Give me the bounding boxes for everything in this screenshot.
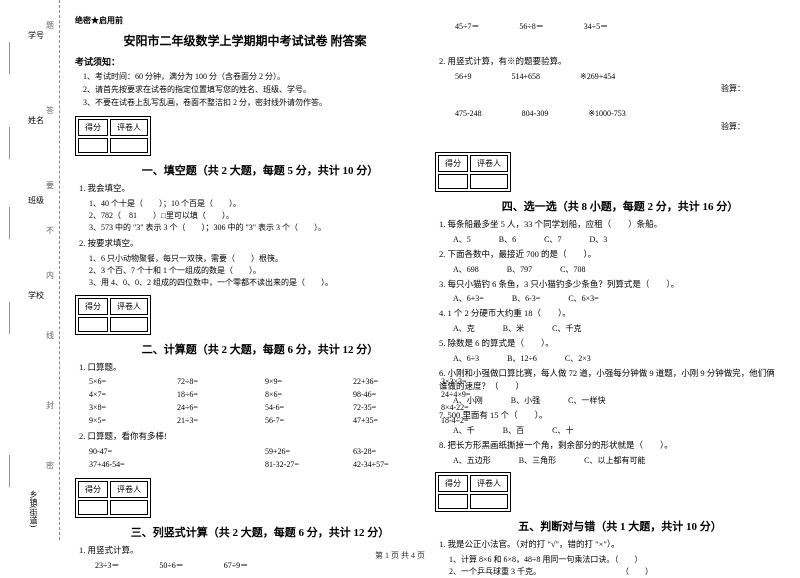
seal-char-1: 答 bbox=[46, 105, 54, 116]
q-f1c: 3、573 中的 "3" 表示 3 个（ ）；306 中的 "3" 表示 3 个… bbox=[89, 222, 415, 234]
section-5: 五、判断对与错（共 1 大题，共计 10 分） bbox=[465, 518, 775, 534]
score-h2: 评卷人 bbox=[110, 119, 148, 136]
score-h1: 得分 bbox=[78, 481, 108, 498]
score-h2: 评卷人 bbox=[110, 481, 148, 498]
check-label: 验算： bbox=[435, 83, 745, 94]
score-h2: 评卷人 bbox=[470, 475, 508, 492]
opts: A、小刚B、小强C、一样快 bbox=[453, 395, 775, 406]
q-x6: 6. 小刚和小强做口算比赛，每人做 72 道，小强每分钟做 9 道题，小刚 9 … bbox=[439, 367, 775, 393]
notice-1: 1、考试时间：60 分钟，满分为 100 分（含卷面分 2 分）。 bbox=[83, 71, 415, 82]
field-line: ________ bbox=[8, 42, 17, 74]
opts: A、克B、米C、千克 bbox=[453, 323, 775, 334]
q-f2b: 2、3 个百、7 个十和 1 个一组成的数是（ ）。 bbox=[89, 265, 415, 277]
field-name: 姓名 bbox=[28, 115, 44, 126]
seal-char-6: 封 bbox=[46, 400, 54, 411]
field-town: 乡镇(街道) bbox=[28, 490, 39, 527]
vert-row: 475-248804-309※1000-753 bbox=[455, 108, 775, 121]
field-school: 学校 bbox=[28, 290, 44, 301]
score-box: 得分 评卷人 bbox=[435, 472, 511, 512]
q-f2a: 1、6 只小动物聚餐，每只一双筷，需要（ ）根筷。 bbox=[89, 253, 415, 265]
q-x5: 5. 除数是 6 的算式是（ ）。 bbox=[439, 337, 775, 350]
field-line: ________ bbox=[8, 207, 17, 239]
seal-char-2: 要 bbox=[46, 180, 54, 191]
check-label: 验算： bbox=[435, 121, 745, 132]
score-box: 得分 评卷人 bbox=[75, 478, 151, 518]
q-x4: 4. 1 个 2 分硬币大约重 18（ ）。 bbox=[439, 307, 775, 320]
q-c2: 2. 口算题，看你有多棒! bbox=[79, 430, 415, 443]
q-f2: 2. 按要求填空。 bbox=[79, 237, 415, 250]
q-x2: 2. 下面各数中，最接近 700 的是（ ）。 bbox=[439, 248, 775, 261]
score-h2: 评卷人 bbox=[110, 298, 148, 315]
field-line: ________ bbox=[8, 302, 17, 334]
q-c1: 1. 口算题。 bbox=[79, 361, 415, 374]
score-h1: 得分 bbox=[78, 298, 108, 315]
field-line: ________ bbox=[8, 127, 17, 159]
page-footer: 第 1 页 共 4 页 bbox=[0, 550, 800, 561]
q-x8: 8. 把长方形黑画纸撕掉一个角，剩余部分的形状就是（ ）。 bbox=[439, 439, 775, 452]
notice-header: 考试须知： bbox=[75, 55, 415, 68]
opts: A、698B、797C、708 bbox=[453, 264, 775, 275]
q-f1: 1. 我会填空。 bbox=[79, 182, 415, 195]
binding-column: 学号 ________ 题 姓名 ________ 答 班级 ________ … bbox=[0, 0, 60, 540]
seal-char-4: 内 bbox=[46, 270, 54, 281]
exam-title: 安阳市二年级数学上学期期中考试试卷 附答案 bbox=[75, 32, 415, 49]
calc-row: 5×6=72÷8=9×9=22+36=3×3×3= bbox=[89, 376, 415, 389]
score-box: 得分 评卷人 bbox=[435, 152, 511, 192]
right-column: 45÷7＝56÷8＝34÷5＝ 2. 用竖式计算，有※的题要验算。 56+951… bbox=[435, 15, 775, 578]
seal-char-5: 线 bbox=[46, 330, 54, 341]
section-4: 四、选一选（共 8 小题，每题 2 分，共计 16 分） bbox=[465, 198, 775, 214]
opts: A、5B、6C、7D、3 bbox=[453, 234, 775, 245]
section-3: 三、列竖式计算（共 2 大题，每题 6 分，共计 12 分） bbox=[105, 524, 415, 540]
calc-row: 3×8=24÷6=54-6=72-35=8×4-22= bbox=[89, 402, 415, 415]
q-f2c: 3、用 4、0、0、2 组成的四位数中，一个零都不读出来的是（ ）。 bbox=[89, 277, 415, 289]
field-line: ________ bbox=[8, 455, 17, 487]
notice-3: 3、不要在试卷上乱写乱画，卷面不整洁扣 2 分，密封线外请勿作答。 bbox=[83, 97, 415, 108]
section-2: 二、计算题（共 2 大题，每题 6 分，共计 12 分） bbox=[105, 341, 415, 357]
calc-row: 37+46-54=81-32-27=42-34+57= bbox=[89, 459, 415, 472]
notice-2: 2、请首先按要求在试卷的指定位置填写您的姓名、班级、学号。 bbox=[83, 84, 415, 95]
seal-char-0: 题 bbox=[46, 20, 54, 31]
opts: A、6+3=B、6-3=C、6×3= bbox=[453, 293, 775, 304]
seal-char-3: 不 bbox=[46, 225, 54, 236]
q-x7: 7. 500 里面有 15 个（ ）。 bbox=[439, 409, 775, 422]
calc-row: 90-47=59+26=63-28= bbox=[89, 446, 415, 459]
field-id: 学号 bbox=[28, 30, 44, 41]
field-class: 班级 bbox=[28, 195, 44, 206]
vert-row: 23÷3＝50÷6＝67÷9＝ bbox=[95, 560, 415, 573]
q-p1: 1. 我是公正小法官。（对的打 "√"，错的打 "×"）。 bbox=[439, 538, 775, 551]
opts: A、千B、百C、十 bbox=[453, 425, 775, 436]
score-h1: 得分 bbox=[438, 155, 468, 172]
score-box: 得分 评卷人 bbox=[75, 116, 151, 156]
q-f1a: 1、40 个十是（ ）；10 个百是（ ）。 bbox=[89, 198, 415, 210]
q-x1: 1. 每条船最多坐 5 人，33 个同学划船，应租（ ）条船。 bbox=[439, 218, 775, 231]
q-v2: 2. 用竖式计算，有※的题要验算。 bbox=[439, 55, 775, 68]
vert-row: 45÷7＝56÷8＝34÷5＝ bbox=[455, 21, 775, 34]
opts: A、五边形B、三角形C、以上都有可能 bbox=[453, 455, 775, 466]
section-1: 一、填空题（共 2 大题，每题 5 分，共计 10 分） bbox=[105, 162, 415, 178]
opts: A、6÷3B、12÷6C、2×3 bbox=[453, 353, 775, 364]
score-box: 得分 评卷人 bbox=[75, 295, 151, 335]
q-f1b: 2、782（ 81 ）□里可以填（ ）。 bbox=[89, 210, 415, 222]
vert-row: 56+9514+658※269+454 bbox=[455, 71, 775, 84]
calc-row: 4×7=18÷6=8×6=98-46=24÷4×9= bbox=[89, 389, 415, 402]
score-h1: 得分 bbox=[438, 475, 468, 492]
secret-label: 绝密★启用前 bbox=[75, 15, 415, 26]
calc-row: 9×5=21÷3=56-7=47+35=18-4÷2= bbox=[89, 415, 415, 428]
score-h2: 评卷人 bbox=[470, 155, 508, 172]
left-column: 绝密★启用前 安阳市二年级数学上学期期中考试试卷 附答案 考试须知： 1、考试时… bbox=[75, 15, 415, 572]
seal-char-7: 密 bbox=[46, 460, 54, 471]
score-h1: 得分 bbox=[78, 119, 108, 136]
q-p1b: 2、一个乒乓球重 3 千克。 （ ） bbox=[449, 566, 775, 578]
q-x3: 3. 每只小猫钓 6 条鱼，3 只小猫钓多少条鱼？列算式是（ ）。 bbox=[439, 278, 775, 291]
